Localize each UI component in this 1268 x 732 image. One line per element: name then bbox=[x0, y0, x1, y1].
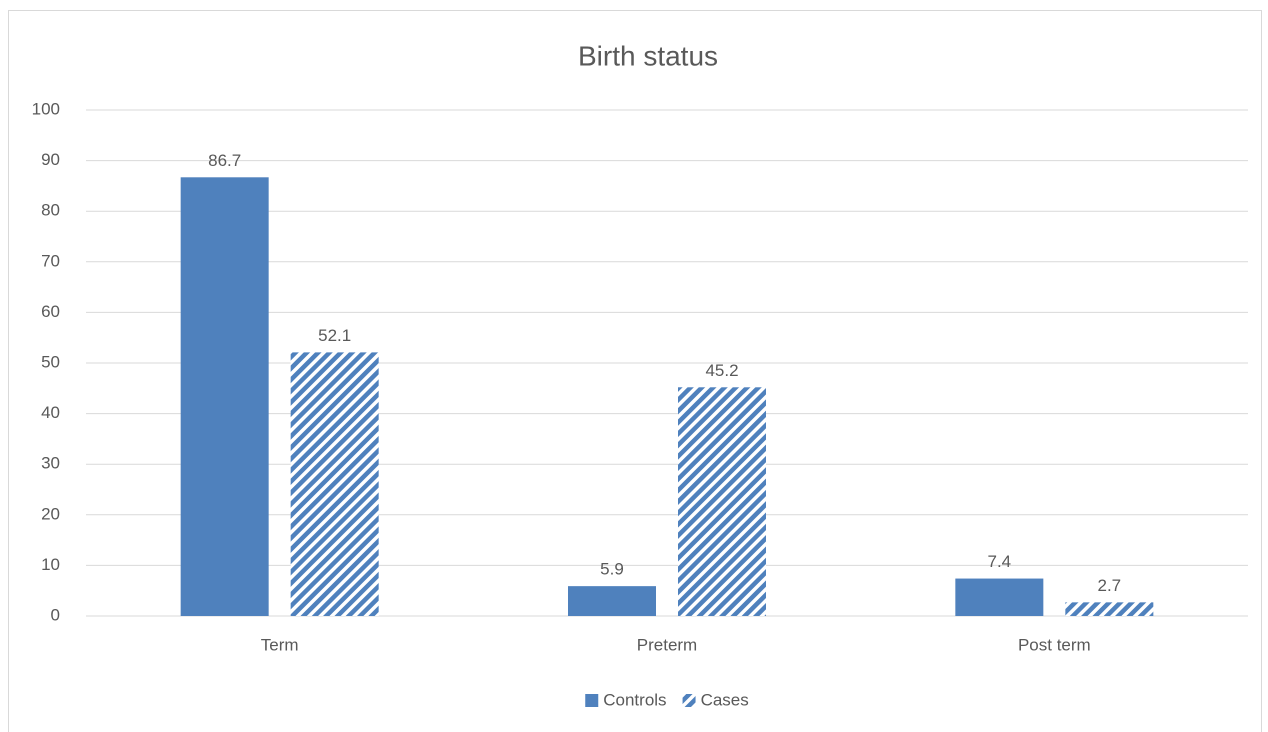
x-tick-label: Preterm bbox=[637, 635, 697, 654]
value-label: 2.7 bbox=[1098, 576, 1122, 595]
x-tick-label: Term bbox=[261, 635, 299, 654]
y-tick-label: 10 bbox=[41, 555, 60, 574]
bar bbox=[290, 352, 379, 616]
value-label: 7.4 bbox=[988, 552, 1012, 571]
y-tick-label: 20 bbox=[41, 504, 60, 523]
bar bbox=[955, 578, 1044, 616]
y-tick-label: 0 bbox=[51, 605, 60, 624]
y-tick-label: 80 bbox=[41, 201, 60, 220]
value-label: 5.9 bbox=[600, 560, 624, 579]
bar bbox=[180, 177, 269, 616]
chart-title: Birth status bbox=[578, 40, 718, 71]
y-tick-label: 70 bbox=[41, 251, 60, 270]
y-tick-label: 40 bbox=[41, 403, 60, 422]
y-tick-label: 50 bbox=[41, 352, 60, 371]
y-tick-label: 100 bbox=[32, 99, 60, 118]
value-label: 86.7 bbox=[208, 151, 241, 170]
value-label: 45.2 bbox=[705, 361, 738, 380]
y-tick-label: 60 bbox=[41, 302, 60, 321]
legend-label: Controls bbox=[603, 690, 666, 709]
legend-label: Cases bbox=[701, 690, 749, 709]
legend-swatch bbox=[585, 694, 599, 707]
y-tick-label: 90 bbox=[41, 150, 60, 169]
bar bbox=[678, 387, 766, 616]
y-tick-label: 30 bbox=[41, 454, 60, 473]
bar bbox=[1065, 602, 1154, 616]
x-tick-label: Post term bbox=[1018, 635, 1091, 654]
legend-swatch bbox=[682, 694, 696, 707]
bar bbox=[568, 586, 656, 616]
value-label: 52.1 bbox=[318, 326, 351, 345]
